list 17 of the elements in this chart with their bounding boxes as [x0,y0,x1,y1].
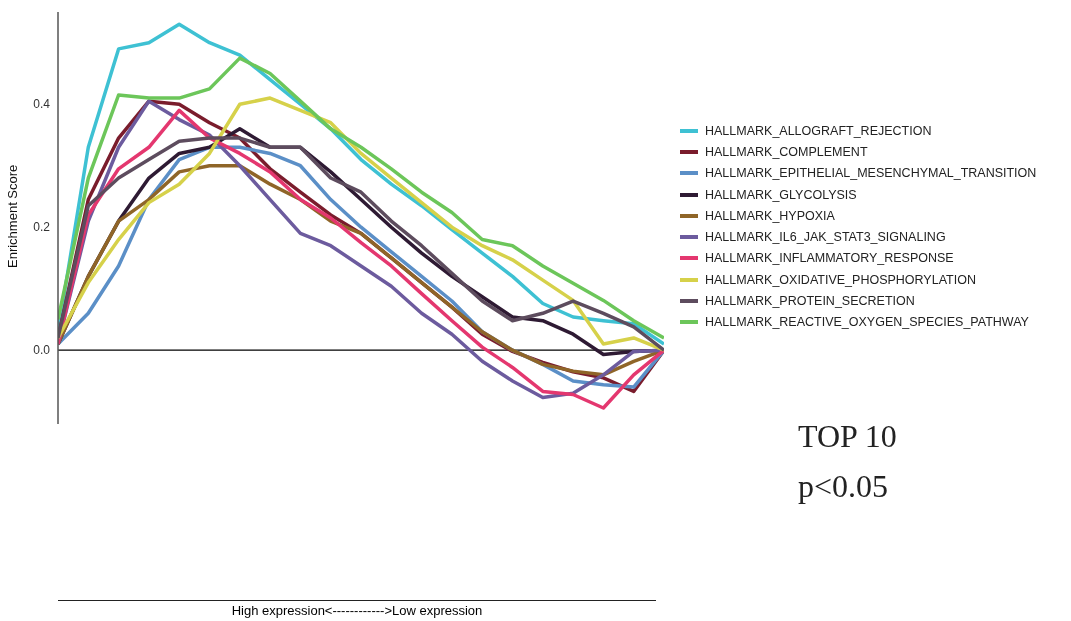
legend-label: HALLMARK_REACTIVE_OXYGEN_SPECIES_PATHWAY [705,315,1029,330]
y-tick-label: 0.4 [33,97,51,112]
legend-label: HALLMARK_OXIDATIVE_PHOSPHORYLATION [705,272,976,287]
text: p<0.05 [798,468,889,505]
y-axis-title: Enrichment Score [4,164,20,268]
text: High expression<------------>Low expression [58,600,656,618]
y-tick-label: 0.0 [33,343,51,358]
legend-label: HALLMARK_ALLOGRAFT_REJECTION [705,123,932,138]
text: TOP 10 [798,418,897,455]
legend-label: HALLMARK_IL6_JAK_STAT3_SIGNALING [705,230,946,245]
legend-label: HALLMARK_EPITHELIAL_MESENCHYMAL_TRANSITION [705,166,1037,181]
legend-label: HALLMARK_INFLAMMATORY_RESPONSE [705,251,954,266]
legend-label: HALLMARK_GLYCOLYSIS [705,187,857,202]
legend-label: HALLMARK_COMPLEMENT [705,144,868,159]
legend-label: HALLMARK_PROTEIN_SECRETION [705,294,915,309]
y-tick-label: 0.2 [33,220,51,235]
legend-label: HALLMARK_HYPOXIA [705,208,835,223]
